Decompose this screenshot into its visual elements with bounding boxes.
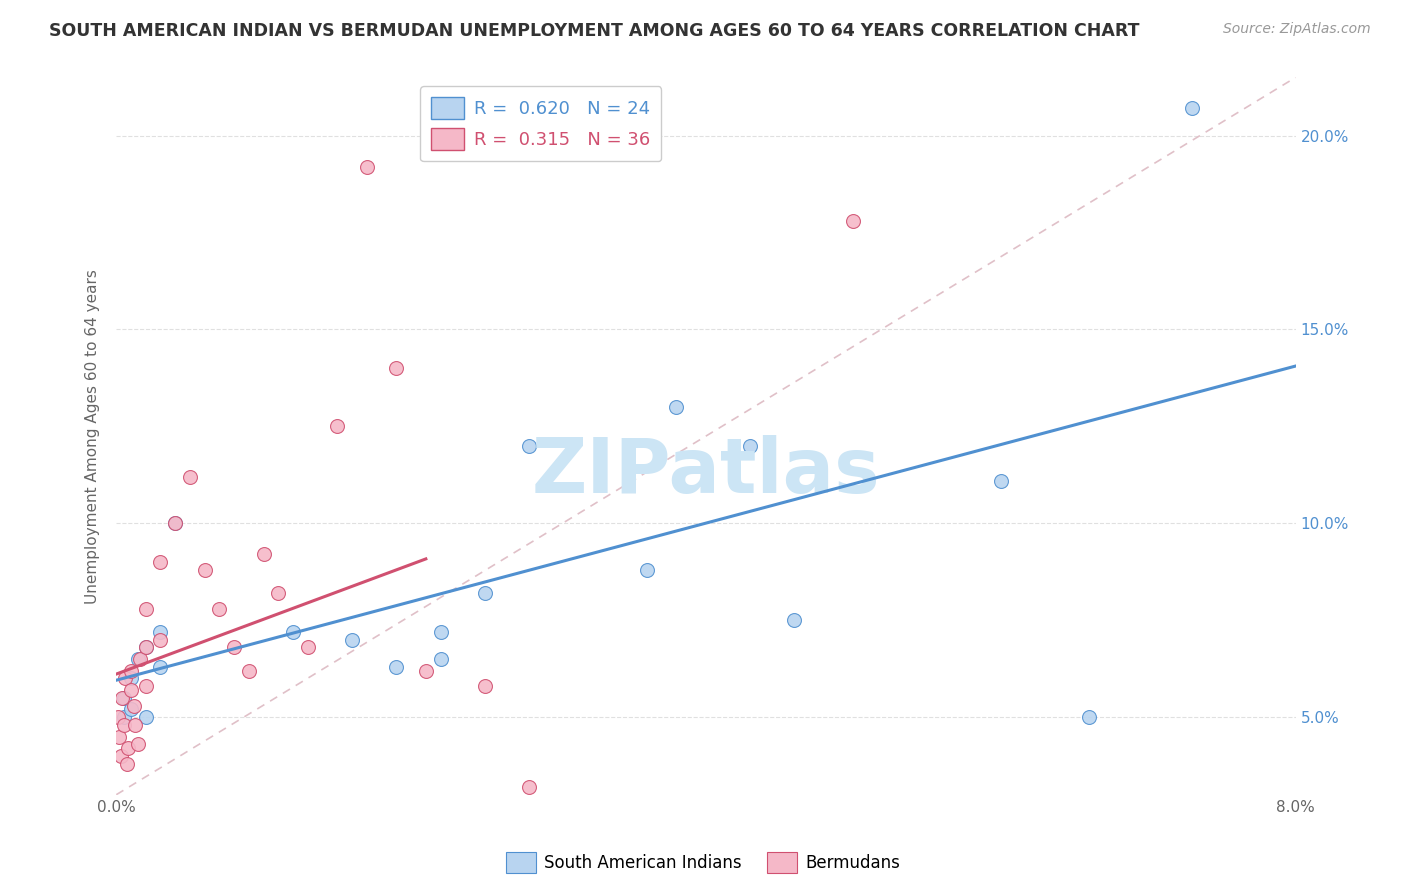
Point [120, 702, 142, 716]
Y-axis label: Unemployment Among Ages 60 to 64 years: Unemployment Among Ages 60 to 64 years [86, 268, 100, 604]
Point [120, 683, 142, 698]
Point [783, 613, 806, 627]
Point [135, 601, 157, 615]
Point [429, 652, 451, 666]
Point [108, 730, 131, 744]
Point [385, 659, 408, 673]
Point [149, 632, 172, 647]
Point [415, 664, 437, 678]
Text: ZIPatlas: ZIPatlas [531, 435, 880, 509]
Point [135, 710, 157, 724]
Point [120, 664, 142, 678]
Point [114, 672, 136, 686]
Point [127, 737, 149, 751]
Point [842, 214, 865, 228]
Point [297, 640, 319, 655]
Point [385, 361, 408, 376]
Point [340, 632, 363, 647]
Point [253, 547, 276, 561]
Point [112, 718, 135, 732]
Point [283, 624, 305, 639]
Point [179, 470, 201, 484]
Point [356, 160, 378, 174]
Point [127, 652, 149, 666]
Point [165, 516, 187, 531]
Point [135, 640, 157, 655]
Point [194, 563, 217, 577]
Point [110, 748, 132, 763]
Point [149, 555, 172, 569]
Point [326, 419, 349, 434]
Point [165, 516, 187, 531]
Legend: South American Indians, Bermudans: South American Indians, Bermudans [499, 846, 907, 880]
Text: Source: ZipAtlas.com: Source: ZipAtlas.com [1223, 22, 1371, 37]
Point [740, 439, 762, 453]
Point [107, 710, 129, 724]
Point [576, 819, 599, 833]
Point [990, 474, 1012, 488]
Point [636, 563, 658, 577]
Point [208, 601, 231, 615]
Point [665, 400, 688, 414]
Point [1181, 102, 1204, 116]
Point [128, 652, 150, 666]
Point [149, 659, 172, 673]
Point [112, 690, 135, 705]
Point [474, 679, 496, 693]
Point [120, 672, 142, 686]
Point [149, 624, 172, 639]
Point [135, 679, 157, 693]
Point [238, 664, 260, 678]
Legend: R =  0.620   N = 24, R =  0.315   N = 36: R = 0.620 N = 24, R = 0.315 N = 36 [420, 87, 661, 161]
Point [112, 710, 135, 724]
Point [224, 640, 246, 655]
Point [135, 640, 157, 655]
Point [115, 756, 138, 771]
Point [517, 780, 540, 794]
Text: SOUTH AMERICAN INDIAN VS BERMUDAN UNEMPLOYMENT AMONG AGES 60 TO 64 YEARS CORRELA: SOUTH AMERICAN INDIAN VS BERMUDAN UNEMPL… [49, 22, 1140, 40]
Point [1078, 710, 1101, 724]
Point [474, 586, 496, 600]
Point [117, 741, 139, 756]
Point [111, 690, 134, 705]
Point [267, 586, 290, 600]
Point [122, 698, 145, 713]
Point [517, 439, 540, 453]
Point [429, 624, 451, 639]
Point [124, 718, 146, 732]
